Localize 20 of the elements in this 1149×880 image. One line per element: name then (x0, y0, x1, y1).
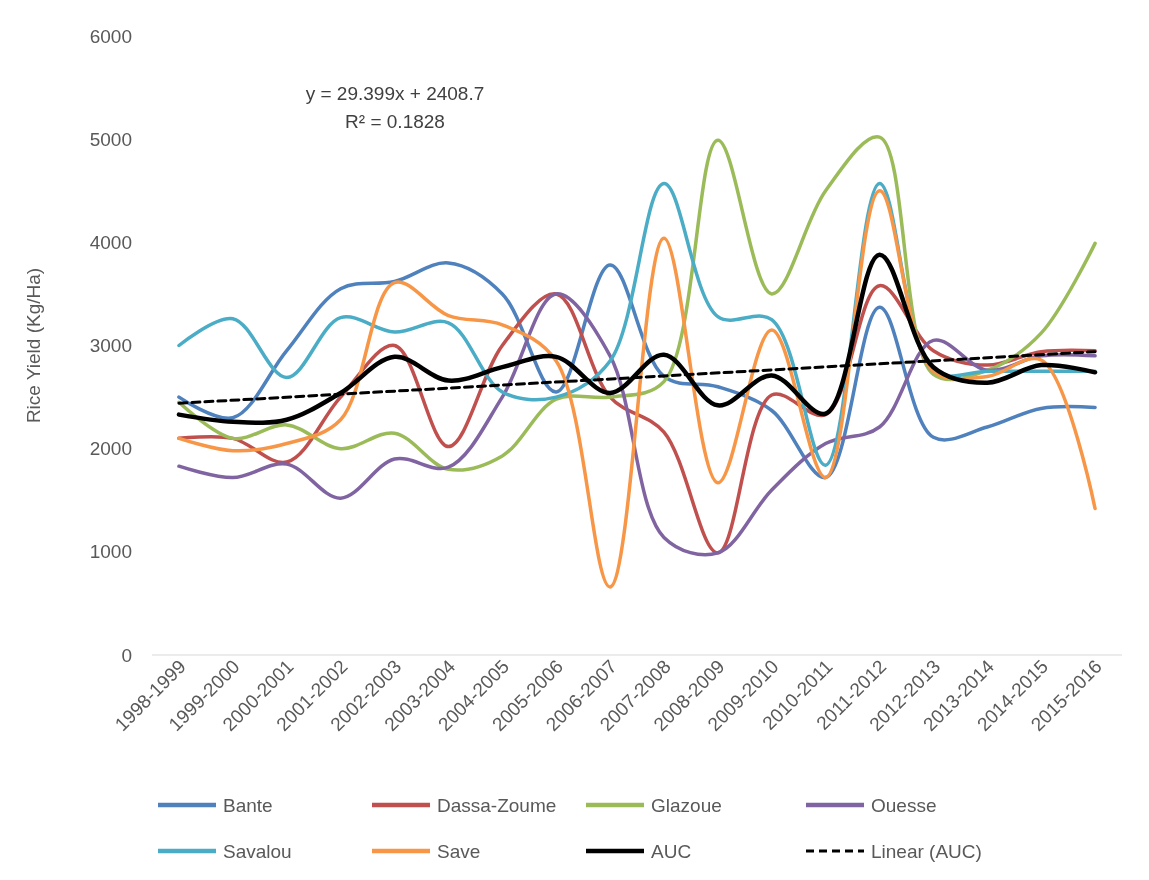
legend-label: Bante (223, 795, 273, 816)
y-tick-label: 2000 (89, 438, 132, 460)
y-tick-label: 0 (121, 644, 132, 666)
y-tick-label: 3000 (89, 335, 132, 357)
y-axis-title: Rice Yield (Kg/Ha) (23, 267, 44, 424)
y-tick-label: 1000 (89, 541, 132, 563)
legend-label: Save (437, 841, 481, 862)
legend-label: Savalou (223, 841, 292, 862)
legend-label: Glazoue (651, 795, 722, 816)
annotation: y = 29.399x + 2408.7 (305, 83, 485, 104)
line-series (176, 252, 1098, 426)
y-tick-label: 4000 (89, 231, 132, 253)
legend-label: Linear (AUC) (871, 841, 982, 862)
y-tick-label: 6000 (89, 25, 132, 47)
legend-label: Dassa-Zoume (437, 795, 557, 816)
legend-label: Ouesse (871, 795, 937, 816)
line-series (177, 189, 1097, 589)
legend-label: AUC (651, 841, 692, 862)
y-tick-label: 5000 (89, 128, 132, 150)
annotation: R² = 0.1828 (345, 111, 445, 132)
